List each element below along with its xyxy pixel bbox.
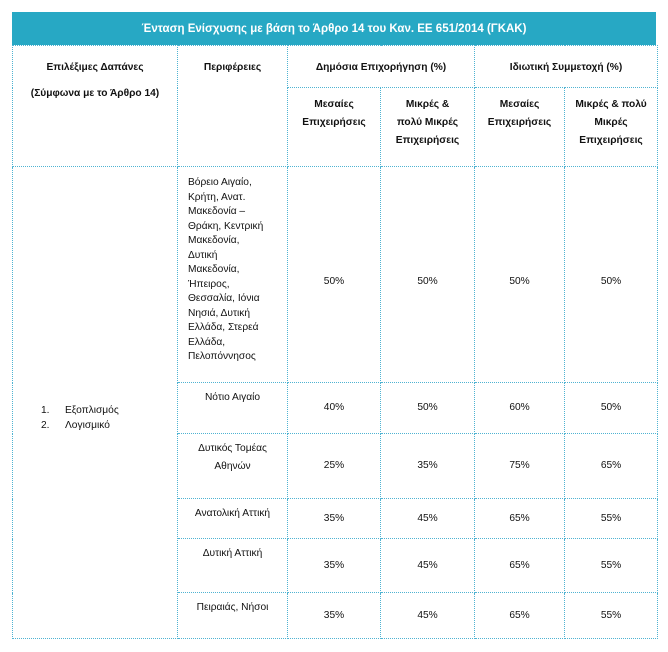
- table-row: Νότιο Αιγαίο 40% 50% 60% 50%: [13, 382, 659, 434]
- region-line: Αθηνών: [214, 461, 251, 472]
- public-medium-value: 35%: [287, 498, 381, 539]
- header-row-1: Επιλέξιμες Δαπάνες (Σύμφωνα με το Άρθρο …: [12, 45, 659, 167]
- public-medium-value: 25%: [287, 433, 381, 499]
- list-item: 1. Εξοπλισμός: [41, 403, 177, 418]
- header-public-medium-line2: Επιχειρήσεις: [302, 117, 366, 128]
- header-public-small-line1: Μικρές &: [405, 99, 450, 110]
- table-row: 1. Εξοπλισμός 2. Λογισμικό Βόρειο Αιγαίο, …: [12, 166, 659, 639]
- list-number: 1.: [41, 404, 50, 416]
- header-public: Δημόσια Επιχορήγηση (%): [286, 45, 476, 88]
- header-private-medium-line1: Μεσαίες: [499, 99, 540, 110]
- header-expenses: Επιλέξιμες Δαπάνες (Σύμφωνα με το Άρθρο …: [12, 45, 178, 167]
- private-small-value: 55%: [564, 538, 659, 593]
- header-private-medium-line2: Επιχειρήσεις: [487, 117, 552, 128]
- region-cell: Νότιο Αιγαίο: [177, 382, 288, 434]
- list-item: 2. Λογισμικό: [41, 418, 177, 433]
- public-medium-value: 50%: [287, 166, 381, 383]
- region-line: Μακεδονία,: [188, 235, 240, 246]
- private-medium-value: 65%: [474, 498, 566, 539]
- region-line: Νησιά, Δυτική: [188, 307, 250, 319]
- header-public-small: Μικρές & πολύ Μικρές Επιχειρήσεις: [379, 87, 476, 167]
- header-expenses-label: Επιλέξιμες Δαπάνες: [46, 62, 144, 73]
- region-line: Μακεδονία,: [188, 264, 240, 275]
- region-line: Ελλάδα,: [188, 336, 226, 348]
- table-row: Πειραιάς, Νήσοι 35% 45% 65% 55%: [13, 592, 659, 639]
- private-small-value: 55%: [564, 498, 659, 539]
- public-small-value: 35%: [379, 433, 476, 499]
- region-cell: Πειραιάς, Νήσοι: [177, 592, 288, 639]
- header-private-small-line2: Μικρές: [594, 117, 628, 128]
- header-private: Ιδιωτική Συμμετοχή (%): [474, 45, 659, 88]
- public-small-value: 50%: [379, 166, 476, 383]
- region-line: Βόρειο Αιγαίο,: [188, 177, 252, 188]
- expense-category-list: 1. Εξοπλισμός 2. Λογισμικό: [41, 403, 177, 433]
- region-line: Θεσσαλία, Ιόνια: [188, 293, 260, 304]
- region-line: Κρήτη, Ανατ.: [188, 191, 246, 203]
- region-line: Ήπειρος,: [188, 278, 230, 290]
- public-medium-value: 35%: [287, 538, 381, 593]
- private-medium-value: 65%: [474, 538, 566, 593]
- header-public-small-line2: πολύ Μικρές: [396, 117, 459, 128]
- list-number: 2.: [41, 419, 50, 431]
- private-medium-value: 75%: [474, 433, 566, 499]
- private-small-value: 65%: [564, 433, 659, 499]
- private-small-value: 50%: [564, 382, 659, 434]
- region-line: Θράκη, Κεντρική: [188, 220, 264, 232]
- header-expenses-note: (Σύμφωνα με το Άρθρο 14): [30, 88, 160, 99]
- region-line: Πελοπόννησος: [188, 351, 256, 362]
- public-small-value: 45%: [379, 498, 476, 539]
- region-cell: Βόρειο Αιγαίο, Κρήτη, Ανατ. Μακεδονία – …: [177, 166, 288, 383]
- header-public-medium-line1: Μεσαίες: [314, 99, 354, 110]
- region-line: Ελλάδα, Στερεά: [188, 322, 259, 333]
- private-medium-value: 60%: [474, 382, 566, 434]
- table-row: Ανατολική Αττική 35% 45% 65% 55%: [13, 498, 659, 539]
- header-private-small-line1: Μικρές & πολύ: [575, 99, 647, 110]
- region-line: Μακεδονία –: [188, 206, 246, 217]
- table-title: Ένταση Ενίσχυσης με βάση το Άρθρο 14 του…: [12, 12, 656, 45]
- table-row: Δυτικός Τομέας Αθηνών 25% 35% 75% 65%: [13, 433, 659, 499]
- region-cell: Ανατολική Αττική: [177, 498, 288, 539]
- header-public-small-line3: Επιχειρήσεις: [395, 135, 460, 146]
- list-label: Λογισμικό: [65, 419, 110, 431]
- header-regions: Περιφέρειες: [177, 45, 288, 167]
- region-cell: Δυτικός Τομέας Αθηνών: [177, 433, 288, 499]
- public-medium-value: 40%: [287, 382, 381, 434]
- header-private-medium: Μεσαίες Επιχειρήσεις: [474, 87, 566, 167]
- private-small-value: 50%: [564, 166, 659, 383]
- expense-categories: 1. Εξοπλισμός 2. Λογισμικό: [12, 166, 178, 639]
- header-private-small-line3: Επιχειρήσεις: [579, 135, 643, 146]
- private-medium-value: 50%: [474, 166, 566, 383]
- region-line: Δυτική: [188, 249, 218, 261]
- list-label: Εξοπλισμός: [65, 404, 119, 416]
- public-small-value: 45%: [379, 538, 476, 593]
- public-small-value: 45%: [379, 592, 476, 639]
- header-private-small: Μικρές & πολύ Μικρές Επιχειρήσεις: [564, 87, 659, 167]
- public-medium-value: 35%: [287, 592, 381, 639]
- private-medium-value: 65%: [474, 592, 566, 639]
- private-small-value: 55%: [564, 592, 659, 639]
- region-line: Δυτικός Τομέας: [198, 443, 267, 454]
- table-row: Δυτική Αττική 35% 45% 65% 55%: [13, 538, 659, 593]
- header-public-medium: Μεσαίες Επιχειρήσεις: [287, 87, 381, 167]
- aid-intensity-table: Επιλέξιμες Δαπάνες (Σύμφωνα με το Άρθρο …: [12, 45, 659, 639]
- public-small-value: 50%: [379, 382, 476, 434]
- region-cell: Δυτική Αττική: [177, 538, 288, 593]
